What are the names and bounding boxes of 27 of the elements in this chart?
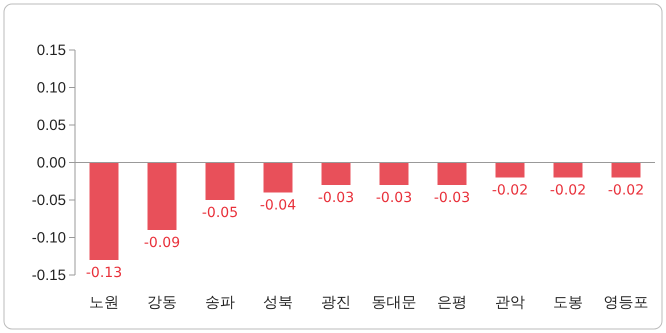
data-label: -0.09 [144, 235, 180, 251]
y-tick-label: -0.10 [32, 229, 66, 246]
data-label: -0.13 [86, 265, 122, 281]
data-label: -0.02 [550, 182, 586, 198]
data-label: -0.03 [318, 190, 354, 206]
y-tick-label: 0.05 [36, 116, 66, 134]
x-tick-label: 노원 [89, 293, 119, 311]
data-label: -0.03 [376, 190, 412, 206]
x-tick-label: 광진 [321, 293, 351, 311]
y-tick-label: -0.05 [32, 192, 66, 209]
x-tick-label: 영등포 [604, 293, 648, 311]
x-tick-label: 관악 [495, 293, 525, 311]
data-label: -0.02 [492, 182, 528, 198]
y-tick-label: 0.10 [36, 79, 66, 96]
data-label: -0.05 [202, 205, 238, 221]
data-label: -0.02 [608, 182, 644, 198]
x-tick-label: 도봉 [553, 293, 583, 311]
data-label: -0.03 [434, 190, 470, 206]
x-tick-label: 은평 [437, 293, 467, 311]
x-tick-label: 강동 [147, 293, 177, 311]
x-tick-label: 송파 [205, 293, 235, 311]
x-tick-label: 성북 [263, 293, 293, 311]
y-tick-label: 0.00 [36, 154, 66, 172]
x-tick-label: 동대문 [372, 293, 416, 311]
y-tick-label: 0.15 [36, 42, 66, 59]
y-tick-label: -0.15 [32, 266, 66, 284]
data-label: -0.04 [260, 198, 296, 214]
